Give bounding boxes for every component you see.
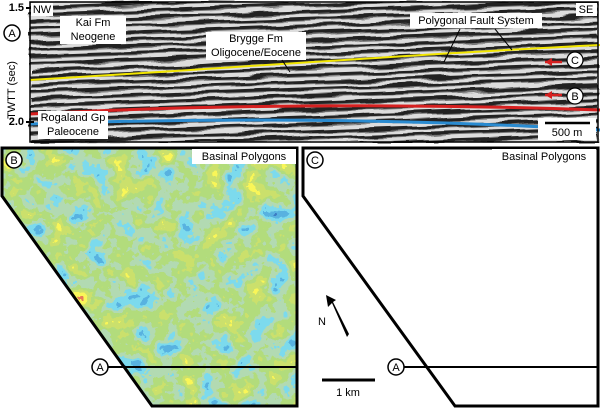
corner-label: NW bbox=[33, 4, 52, 16]
north-label: N bbox=[318, 316, 326, 328]
map-b bbox=[2, 148, 297, 406]
section-label: A bbox=[392, 362, 400, 374]
y-tick-label: 2.0 bbox=[9, 116, 24, 128]
corner-label: SE bbox=[579, 4, 594, 16]
label-box bbox=[31, 3, 53, 16]
panel-label: A bbox=[8, 28, 16, 40]
horizon-badge bbox=[566, 51, 584, 69]
panel-badge bbox=[306, 151, 324, 169]
scale-label: 500 m bbox=[552, 127, 583, 139]
section-label: A bbox=[96, 362, 104, 374]
horizon-badge bbox=[566, 87, 584, 105]
arrow-head bbox=[545, 58, 552, 66]
label-box bbox=[492, 149, 596, 164]
annotation: Rogaland Gp bbox=[41, 112, 106, 124]
panel-badge bbox=[5, 151, 23, 169]
annotation: Polygonal Fault System bbox=[418, 15, 534, 27]
annotation: Neogene bbox=[71, 31, 116, 43]
annotation: Paleocene bbox=[47, 126, 99, 138]
arrow-head bbox=[545, 91, 552, 99]
label-box bbox=[410, 13, 542, 28]
north-arrow bbox=[326, 295, 349, 337]
horizon-label: B bbox=[571, 91, 578, 103]
panel-label: C bbox=[311, 155, 319, 167]
annotation: Kai Fm bbox=[76, 17, 111, 29]
section-badge bbox=[387, 358, 405, 376]
horizon-red bbox=[29, 104, 600, 116]
amplitude-map bbox=[2, 148, 297, 406]
pointer bbox=[443, 28, 461, 63]
label-box bbox=[38, 111, 108, 139]
pointer bbox=[494, 28, 513, 51]
y-axis-label: TWTT (sec) bbox=[6, 61, 18, 119]
annotation: Brygge Fm bbox=[229, 33, 283, 45]
section-badge bbox=[91, 358, 109, 376]
label-box bbox=[206, 32, 306, 60]
map-frame bbox=[301, 146, 600, 408]
panel-a-frame bbox=[29, 1, 599, 143]
horizon-yellow bbox=[29, 44, 600, 81]
map-frame bbox=[0, 146, 299, 408]
scale-label: 1 km bbox=[336, 387, 360, 399]
label-box bbox=[60, 16, 126, 44]
map-title: Basinal Polygons bbox=[502, 151, 587, 163]
annotation: Oligocene/Eocene bbox=[211, 47, 301, 59]
panel-badge bbox=[3, 24, 21, 42]
label-box bbox=[192, 149, 296, 164]
horizon-label: C bbox=[571, 55, 579, 67]
panel-label: B bbox=[10, 155, 17, 167]
y-tick-label: 1.5 bbox=[9, 2, 24, 14]
pointer bbox=[281, 59, 291, 73]
map-title: Basinal Polygons bbox=[202, 151, 287, 163]
label-box bbox=[576, 3, 597, 16]
